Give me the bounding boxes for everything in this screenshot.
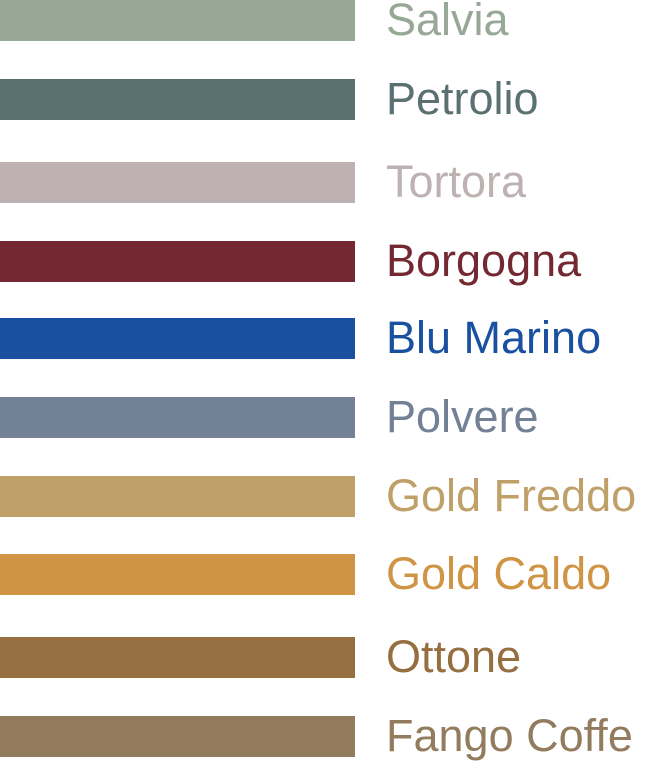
swatch-row: Gold Freddo — [0, 470, 665, 521]
swatch-row: Petrolio — [0, 73, 665, 124]
swatch-row: Salvia — [0, 0, 665, 45]
color-bar — [0, 554, 355, 595]
swatch-row: Polvere — [0, 391, 665, 442]
swatch-row: Fango Coffe — [0, 710, 665, 761]
color-label: Borgogna — [386, 235, 582, 286]
color-bar — [0, 162, 355, 203]
color-label: Ottone — [386, 631, 522, 682]
color-label: Blu Marino — [386, 312, 602, 363]
color-label: Salvia — [386, 0, 509, 45]
swatch-row: Blu Marino — [0, 312, 665, 363]
color-bar — [0, 397, 355, 438]
color-bar — [0, 241, 355, 282]
color-label: Tortora — [386, 156, 527, 207]
color-label: Gold Caldo — [386, 548, 612, 599]
color-bar — [0, 476, 355, 517]
color-bar — [0, 637, 355, 678]
swatch-row: Gold Caldo — [0, 548, 665, 599]
color-bar — [0, 79, 355, 120]
swatch-row: Borgogna — [0, 235, 665, 286]
color-label: Fango Coffe — [386, 710, 633, 761]
swatch-row: Tortora — [0, 156, 665, 207]
color-bar — [0, 318, 355, 359]
color-bar — [0, 716, 355, 757]
color-bar — [0, 0, 355, 41]
color-label: Gold Freddo — [386, 470, 637, 521]
color-label: Polvere — [386, 391, 539, 442]
swatch-row: Ottone — [0, 631, 665, 682]
color-label: Petrolio — [386, 73, 539, 124]
